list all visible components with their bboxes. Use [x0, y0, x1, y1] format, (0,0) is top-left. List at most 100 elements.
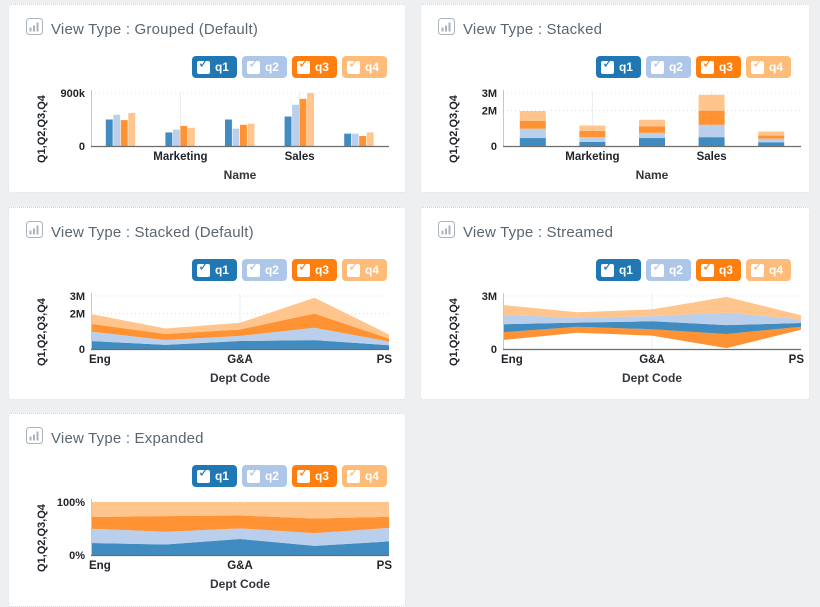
- check-icon: ✓: [197, 463, 210, 480]
- legend-item-q1[interactable]: ✓ q1: [191, 259, 237, 281]
- legend-item-q4[interactable]: ✓ q4: [341, 259, 387, 281]
- legend-item-q4[interactable]: ✓ q4: [745, 56, 791, 78]
- svg-text:Sales: Sales: [285, 151, 315, 163]
- chart-plot: 900k 0 Marketing Sales: [61, 88, 389, 163]
- panel-title: View Type : Streamed: [463, 223, 614, 241]
- svg-text:Eng: Eng: [89, 560, 111, 572]
- svg-text:G&A: G&A: [639, 354, 665, 366]
- bar-chart-icon: [26, 18, 43, 40]
- legend-item-q4[interactable]: ✓ q4: [341, 56, 387, 78]
- checkbox-icon: ✓: [346, 465, 360, 483]
- legend-item-q3[interactable]: ✓ q3: [291, 465, 337, 487]
- x-axis-title: Dept Code: [210, 371, 270, 385]
- y-axis-label: Q1,Q2,Q3,Q4: [448, 298, 460, 366]
- check-icon: ✓: [347, 463, 360, 480]
- checkbox-icon: ✓: [296, 465, 310, 483]
- legend: ✓ q1 ✓ q2 ✓ q3 ✓ q4: [187, 259, 387, 281]
- check-icon: ✓: [247, 54, 260, 71]
- checkbox-icon: ✓: [600, 259, 614, 277]
- legend-item-q3[interactable]: ✓ q3: [695, 56, 741, 78]
- legend-item-label: q1: [618, 60, 633, 74]
- legend-item-q2[interactable]: ✓ q2: [645, 54, 691, 78]
- x-axis-title: Dept Code: [210, 577, 270, 591]
- legend-item-label: q3: [314, 263, 329, 277]
- panel-grouped: View Type : Grouped (Default) ✓ q1 ✓ q2 ✓ q3 ✓…: [8, 4, 406, 193]
- svg-text:Eng: Eng: [89, 354, 111, 366]
- svg-text:Marketing: Marketing: [565, 151, 619, 163]
- checkbox-icon: ✓: [700, 259, 714, 277]
- panel-title: View Type : Grouped (Default): [51, 20, 259, 38]
- legend-item-q4[interactable]: ✓ q4: [341, 465, 387, 487]
- y-axis-label: Q1,Q2,Q3,Q4: [36, 95, 48, 163]
- checkbox-icon: ✓: [296, 56, 310, 74]
- checkbox-icon: ✓: [750, 56, 764, 74]
- legend-item-q1[interactable]: ✓ q1: [595, 259, 641, 281]
- check-icon: ✓: [297, 257, 310, 274]
- checkbox-icon: ✓: [296, 259, 310, 277]
- legend-item-label: q3: [718, 263, 733, 277]
- legend-item-label: q4: [768, 263, 783, 277]
- legend-item-q2[interactable]: ✓ q2: [241, 56, 287, 78]
- bar-chart-icon: [26, 427, 43, 449]
- checkbox-icon: ✓: [346, 56, 360, 74]
- svg-text:Eng: Eng: [501, 354, 523, 366]
- checkbox-icon: ✓: [196, 56, 210, 74]
- panel-title: View Type : Stacked (Default): [51, 223, 254, 241]
- legend-item-q2[interactable]: ✓ q2: [241, 257, 287, 281]
- legend-item-q3[interactable]: ✓ q3: [695, 259, 741, 281]
- legend-item-label: q4: [768, 60, 783, 74]
- svg-text:2M: 2M: [70, 309, 85, 321]
- svg-text:100%: 100%: [57, 497, 85, 509]
- svg-text:900k: 900k: [61, 88, 86, 100]
- legend-item-label: q2: [264, 469, 279, 483]
- check-icon: ✓: [701, 257, 714, 274]
- check-icon: ✓: [347, 54, 360, 71]
- legend-item-label: q3: [314, 60, 329, 74]
- check-icon: ✓: [247, 463, 260, 480]
- y-axis-label: Q1,Q2,Q3,Q4: [36, 298, 48, 366]
- check-icon: ✓: [197, 257, 210, 274]
- panel-stacked: View Type : Stacked ✓ q1 ✓ q2 ✓ q3 ✓ q4 Q1,Q2,Q…: [420, 4, 810, 193]
- legend-item-label: q4: [364, 263, 379, 277]
- chart-plot: 3M 0 Eng G&A PS: [482, 291, 805, 366]
- legend-item-q1[interactable]: ✓ q1: [191, 56, 237, 78]
- legend-item-q2[interactable]: ✓ q2: [645, 257, 691, 281]
- checkbox-icon: ✓: [196, 465, 210, 483]
- legend-item-label: q2: [264, 60, 279, 74]
- legend-item-q3[interactable]: ✓ q3: [291, 259, 337, 281]
- svg-text:3M: 3M: [70, 291, 85, 303]
- checkbox-icon: ✓: [246, 56, 260, 74]
- y-axis-label: Q1,Q2,Q3,Q4: [36, 504, 48, 572]
- check-icon: ✓: [601, 257, 614, 274]
- legend-item-q4[interactable]: ✓ q4: [745, 257, 791, 281]
- bar-chart-icon: [438, 221, 455, 243]
- y-axis-label: Q1,Q2,Q3,Q4: [448, 95, 460, 163]
- legend-item-q2[interactable]: ✓ q2: [241, 463, 287, 487]
- legend: ✓ q1 ✓ q2 ✓ q3 ✓ q4: [187, 465, 387, 487]
- x-axis-title: Name: [635, 168, 669, 182]
- check-icon: ✓: [247, 257, 260, 274]
- svg-text:Sales: Sales: [697, 151, 727, 163]
- svg-text:0: 0: [491, 141, 497, 153]
- checkbox-icon: ✓: [700, 56, 714, 74]
- legend-item-q3[interactable]: ✓ q3: [291, 56, 337, 78]
- legend-item-q1[interactable]: ✓ q1: [595, 56, 641, 78]
- check-icon: ✓: [651, 257, 664, 274]
- legend: ✓ q1 ✓ q2 ✓ q3 ✓ q4: [591, 56, 791, 78]
- panel-title: View Type : Stacked: [463, 20, 603, 38]
- svg-text:0%: 0%: [69, 550, 85, 562]
- legend-item-q1[interactable]: ✓ q1: [191, 465, 237, 487]
- svg-text:G&A: G&A: [227, 354, 253, 366]
- checkbox-icon: ✓: [196, 259, 210, 277]
- svg-text:3M: 3M: [482, 88, 497, 100]
- check-icon: ✓: [297, 463, 310, 480]
- check-icon: ✓: [197, 54, 210, 71]
- checkbox-icon: ✓: [346, 259, 360, 277]
- check-icon: ✓: [751, 257, 764, 274]
- svg-text:2M: 2M: [482, 106, 497, 118]
- legend: ✓ q1 ✓ q2 ✓ q3 ✓ q4: [187, 56, 387, 78]
- chart-plot: 3M 2M 0 Marketing Sales: [482, 88, 801, 163]
- chart-plot: 3M 2M 0 Eng G&A PS: [70, 291, 393, 366]
- check-icon: ✓: [651, 54, 664, 71]
- bar-chart-icon: [438, 18, 455, 40]
